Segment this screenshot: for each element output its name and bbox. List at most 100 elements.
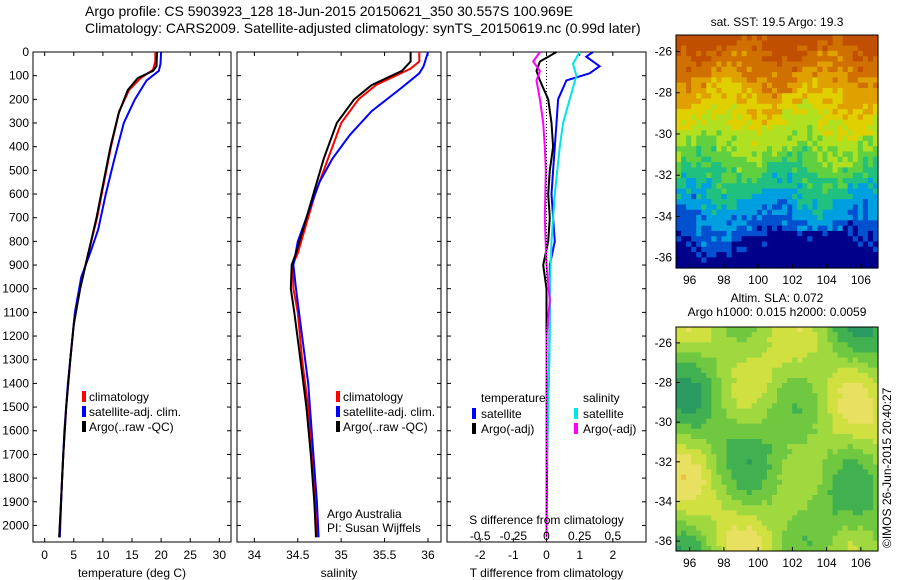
- sla-map-cell: [751, 428, 758, 435]
- sst-map-cell: [751, 177, 758, 184]
- sst-map: [676, 35, 879, 269]
- sst-map-cell: [857, 40, 864, 47]
- sla-map-xtick-label: 104: [817, 556, 837, 570]
- sst-map-cell: [802, 262, 808, 269]
- sst-map-cell: [827, 215, 834, 221]
- sla-map-cell: [751, 342, 758, 348]
- sla-map-cell: [797, 469, 803, 476]
- sst-map-cell: [832, 125, 839, 131]
- sst-map-cell: [736, 215, 743, 221]
- sst-map-cell: [812, 45, 818, 52]
- sla-map-cell: [872, 327, 879, 333]
- sla-map-cell: [792, 372, 798, 379]
- sst-map-cell: [726, 125, 733, 131]
- sst-map-cell: [731, 252, 738, 259]
- sla-map-cell: [847, 393, 854, 399]
- sst-map-cell: [857, 167, 864, 174]
- sla-map-cell: [761, 357, 768, 364]
- sla-map-cell: [716, 347, 723, 354]
- sst-map-cell: [771, 162, 778, 168]
- sst-map-cell: [782, 162, 788, 168]
- sla-map-cell: [807, 444, 813, 450]
- sla-map-cell: [711, 403, 717, 410]
- sla-map-cell: [827, 408, 834, 415]
- temp-diff-legend-label: Argo(-adj): [481, 422, 534, 436]
- sst-map-cell: [807, 156, 813, 163]
- sla-map-cell: [837, 474, 844, 481]
- sla-map-cell: [766, 413, 773, 420]
- sst-map-cell: [766, 172, 773, 179]
- sla-map-cell: [761, 337, 768, 343]
- sst-map-cell: [837, 199, 844, 206]
- sst-map-cell: [706, 225, 712, 232]
- sla-map-cell: [842, 428, 849, 435]
- sla-map-cell: [807, 439, 813, 445]
- sla-map-cell: [736, 327, 743, 333]
- sla-map-cell: [746, 530, 753, 537]
- sla-map-cell: [761, 540, 768, 547]
- sst-map-cell: [872, 246, 879, 253]
- sla-map-cell: [721, 535, 728, 542]
- sla-map-cell: [681, 525, 687, 532]
- sla-map-cell: [852, 469, 859, 476]
- sst-map-cell: [771, 35, 778, 41]
- sst-map-cell: [741, 199, 748, 206]
- sst-map-cell: [847, 45, 854, 52]
- sst-map-cell: [756, 225, 763, 232]
- sla-map-cell: [782, 367, 788, 374]
- sla-map-cell: [782, 489, 788, 496]
- sst-map-cell: [676, 135, 682, 142]
- sst-map-cell: [842, 119, 849, 126]
- sla-map-cell: [736, 510, 743, 516]
- sst-map-cell: [686, 246, 692, 253]
- sst-map-cell: [862, 61, 869, 68]
- sst-map-cell: [837, 66, 844, 73]
- sla-map-cell: [782, 540, 788, 547]
- sla-map-cell: [842, 510, 849, 516]
- sla-map-cell: [872, 393, 879, 399]
- sst-map-cell: [847, 61, 854, 68]
- sla-map-cell: [721, 439, 728, 445]
- sst-map-cell: [812, 241, 818, 248]
- sla-map-cell: [751, 327, 758, 333]
- sla-map-cell: [711, 540, 717, 547]
- sst-map-cell: [676, 257, 682, 264]
- sla-map-cell: [842, 408, 849, 415]
- sla-map-cell: [746, 515, 753, 522]
- sst-map-cell: [857, 140, 864, 147]
- sla-map-cell: [847, 352, 854, 359]
- sla-map-cell: [731, 520, 738, 527]
- sla-map-cell: [716, 433, 723, 440]
- sla-map-cell: [872, 347, 879, 354]
- sst-map-cell: [792, 56, 798, 63]
- sla-map-cell: [746, 357, 753, 364]
- sst-map-cell: [817, 188, 824, 195]
- sla-map-cell: [807, 515, 813, 522]
- sst-map-cell: [812, 183, 818, 190]
- sla-map-cell: [711, 535, 717, 542]
- sla-map-cell: [701, 454, 707, 460]
- sst-map-cell: [751, 252, 758, 259]
- sla-map-cell: [797, 530, 803, 537]
- sst-map-cell: [726, 66, 733, 73]
- sla-map-cell: [797, 454, 803, 460]
- sst-map-cell: [676, 98, 682, 105]
- sla-map-cell: [782, 525, 788, 532]
- sst-map-cell: [857, 45, 864, 52]
- sst-map-cell: [766, 140, 773, 147]
- sst-map-cell: [731, 114, 738, 121]
- sla-map-cell: [812, 383, 818, 389]
- sst-map-cell: [787, 225, 793, 232]
- sst-map-cell: [797, 82, 803, 89]
- sst-map-cell: [746, 204, 753, 211]
- sst-map-cell: [761, 215, 768, 221]
- sst-map-cell: [766, 193, 773, 200]
- sla-map-cell: [797, 383, 803, 389]
- sst-map-cell: [731, 193, 738, 200]
- sst-map-cell: [746, 140, 753, 147]
- sla-map-cell: [706, 495, 712, 501]
- sla-map-cell: [681, 505, 687, 511]
- sst-map-cell: [857, 135, 864, 142]
- sst-map-cell: [837, 140, 844, 147]
- sst-map-cell: [696, 246, 702, 253]
